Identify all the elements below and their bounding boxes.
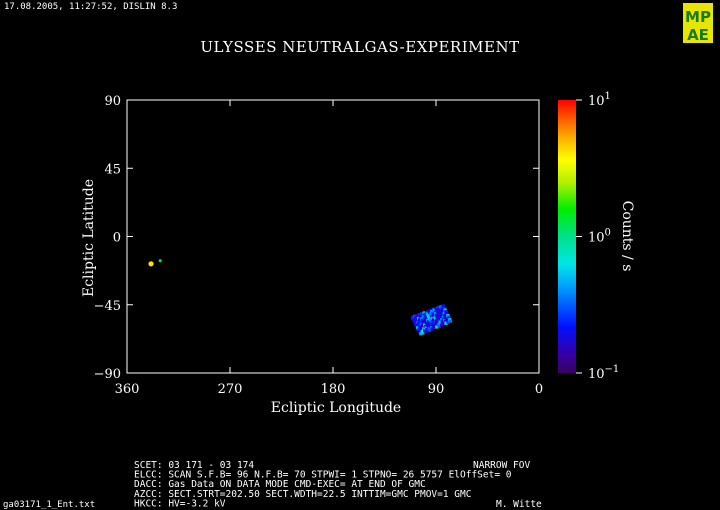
x-tick-label: 0 [535,382,543,397]
patch-pixel [432,326,437,330]
y-tick-label: 90 [104,94,121,109]
x-axis-label: Ecliptic Longitude [271,400,401,416]
patch-pixel [419,332,423,336]
isolated-points [148,259,162,267]
patch-pixel [430,327,434,331]
file-label: ga03171_1_Ent.txt [3,500,95,510]
patch-pixel [421,331,425,335]
footer-line: HKCC: HV=-3.2 kV [134,498,226,509]
patch-pixel [439,323,443,327]
colorbar-label: Counts / s [619,201,635,272]
x-tick-label: 270 [218,382,243,397]
y-tick-label: −90 [94,367,121,382]
patch-pixel [426,329,430,333]
logo-text-top: MP [685,8,711,26]
footer-line: DACC: Gas Data ON DATA MODE CMD-EXEC= AT… [134,479,426,490]
footer-line: ELCC: SCAN S.F.B= 96 N.F.B= 70 STPWI= 1 … [134,470,512,481]
colorbar-ticks: 101 100 10−1 [576,91,619,382]
colorbar-tick-label: 101 [588,91,611,109]
plot-frame [126,99,540,374]
logo-text-bottom: AE [687,26,709,44]
y-axis-label: Ecliptic Latitude [81,179,97,297]
patch-pixel [435,325,439,329]
x-axis-ticks: 360 270 180 90 0 [115,100,543,397]
patch-pixel [428,328,432,332]
mpae-logo: MP AE [683,3,713,44]
y-tick-label: −45 [94,299,121,314]
colorbar-tick-label: 100 [588,228,611,246]
scan-patch [410,304,453,336]
chart-title: ULYSSES NEUTRALGAS-EXPERIMENT [200,38,519,56]
x-tick-label: 360 [115,382,140,397]
patch-pixel [437,324,441,328]
timestamp-label: 17.08.2005, 11:27:52, DISLIN 8.3 [4,2,177,12]
x-tick-label: 180 [321,382,346,397]
patch-pixel [448,319,453,323]
colorbar-tick-label: 10−1 [588,364,619,382]
data-point [158,259,162,263]
x-tick-label: 90 [428,382,445,397]
footer-line: AZCC: SECT.STRT=202.50 SECT.WDTH=22.5 IN… [134,489,471,500]
colorbar [558,100,576,373]
fov-label: NARROW FOV [473,460,530,471]
y-axis-ticks: 90 45 0 −45 −90 [94,94,539,382]
author-label: M. Witte [496,499,542,510]
patch-pixel [444,321,448,325]
patch-pixel [446,320,450,324]
patch-pixel [423,330,427,334]
footer-line: SCET: 03 171 - 03 174 [134,460,254,471]
y-tick-label: 45 [104,162,121,177]
patch-pixel [442,322,446,326]
data-point [148,261,154,267]
y-tick-label: 0 [113,231,121,246]
